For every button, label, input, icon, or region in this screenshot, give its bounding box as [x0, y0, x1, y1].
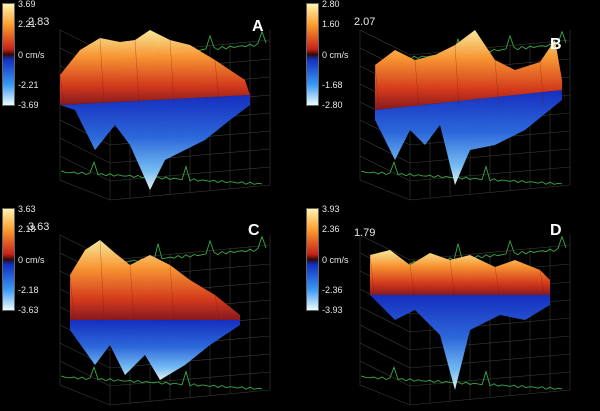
surface-plot-b	[359, 29, 571, 201]
colorbar-label-upper: 2.18	[18, 224, 36, 235]
colorbar-label-top: 2.80	[322, 0, 340, 9]
colorbar-label-upper: 2.36	[322, 224, 340, 235]
colorbar-label-top: 3.69	[18, 0, 36, 9]
max-velocity-label: 1.79	[354, 227, 376, 239]
colorbar-label-zero: 0 cm/s	[322, 49, 349, 60]
negative-velocity-surface	[70, 320, 240, 380]
negative-velocity-surface	[370, 295, 550, 390]
colorbar-label-zero: 0 cm/s	[18, 254, 45, 265]
colorbar-label-lower: -2.36	[322, 284, 343, 295]
max-velocity-label: 2.07	[354, 16, 376, 28]
velocity-colorbar	[306, 3, 319, 106]
panel-c: 3.63 2.18 0 cm/s -2.18 -3.63 3.63 C	[0, 204, 300, 410]
panel-letter: B	[550, 36, 562, 53]
panel-letter: A	[252, 18, 264, 35]
colorbar-label-zero: 0 cm/s	[322, 254, 349, 265]
surface-plot-d	[359, 234, 571, 406]
colorbar-label-bottom: -3.69	[18, 100, 39, 110]
surface-mesh	[374, 44, 567, 109]
positive-velocity-surface	[70, 240, 240, 320]
colorbar-label-lower: -2.21	[18, 79, 39, 90]
colorbar-label-upper: 2.21	[18, 19, 36, 30]
colorbar-label-bottom: -2.80	[322, 100, 343, 110]
velocity-colorbar	[2, 3, 15, 106]
colorbar-label-top: 3.93	[322, 204, 340, 214]
panel-b: 2.80 1.60 0 cm/s -1.68 -2.80 2.07 B	[300, 0, 600, 205]
panel-d: 3.93 2.36 0 cm/s -2.36 -3.93 1.79 D	[300, 204, 600, 410]
max-velocity-label: 3.63	[28, 221, 50, 233]
velocity-colorbar	[2, 208, 15, 311]
colorbar-label-upper: 1.60	[322, 19, 340, 30]
positive-velocity-surface	[375, 30, 562, 110]
colorbar-label-bottom: -3.63	[18, 305, 39, 315]
positive-velocity-surface	[370, 250, 550, 295]
panel-letter: C	[248, 222, 260, 239]
panel-letter: D	[550, 222, 562, 239]
velocity-colorbar	[306, 208, 319, 311]
max-velocity-label: 2.83	[28, 16, 50, 28]
colorbar-label-lower: -1.68	[322, 79, 343, 90]
panel-a: 3.69 2.21 0 cm/s -2.21 -3.69 2.83 A	[0, 0, 300, 205]
surface-plot-a	[59, 29, 271, 201]
ecg-trace	[61, 235, 267, 390]
negative-velocity-surface	[375, 90, 562, 185]
surface-mesh	[369, 254, 545, 294]
colorbar-label-bottom: -3.93	[322, 305, 343, 315]
colorbar-label-zero: 0 cm/s	[18, 49, 45, 60]
surface-mesh	[59, 37, 255, 104]
surface-plot-c	[59, 234, 271, 406]
negative-velocity-surface	[60, 95, 250, 190]
surface-mesh	[69, 239, 220, 319]
colorbar-label-top: 3.63	[18, 204, 36, 214]
positive-velocity-surface	[60, 30, 250, 105]
colorbar-label-lower: -2.18	[18, 284, 39, 295]
